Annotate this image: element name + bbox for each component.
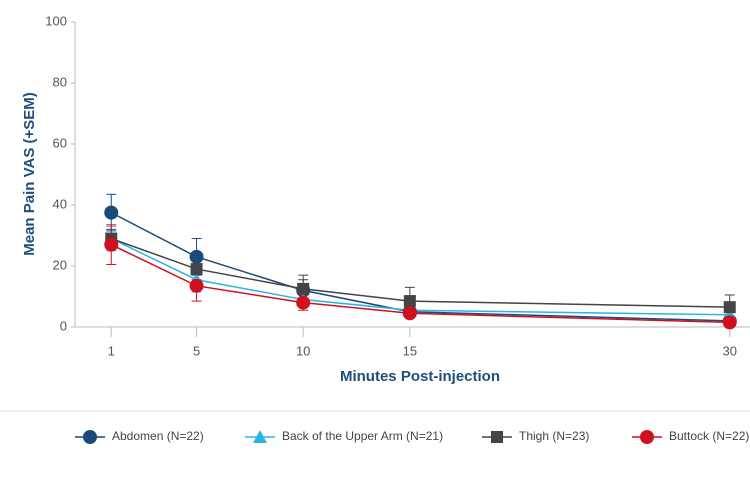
marker	[189, 249, 204, 264]
legend-text: Abdomen (N=22)	[112, 429, 204, 443]
marker	[722, 315, 737, 330]
marker	[296, 295, 311, 310]
x-tick-label: 5	[193, 343, 200, 358]
legend-text: Thigh (N=23)	[519, 429, 589, 443]
y-tick-label: 20	[53, 257, 67, 272]
x-tick-label: 15	[403, 343, 417, 358]
x-tick-label: 30	[723, 343, 737, 358]
x-tick-label: 1	[108, 343, 115, 358]
y-tick-label: 100	[45, 13, 67, 28]
marker	[402, 306, 417, 321]
series-line	[111, 237, 730, 308]
legend-text: Buttock (N=22)	[669, 429, 749, 443]
y-tick-label: 80	[53, 74, 67, 89]
marker	[104, 237, 119, 252]
marker	[190, 263, 203, 276]
marker	[189, 278, 204, 293]
marker	[83, 430, 97, 444]
y-tick-label: 0	[60, 318, 67, 333]
marker	[723, 301, 736, 314]
legend-text: Back of the Upper Arm (N=21)	[282, 429, 443, 443]
y-tick-label: 40	[53, 196, 67, 211]
marker	[104, 205, 119, 220]
marker	[253, 430, 267, 443]
marker	[640, 430, 654, 444]
x-tick-label: 10	[296, 343, 310, 358]
marker	[297, 282, 310, 295]
series-line	[110, 237, 730, 316]
y-tick-label: 60	[53, 135, 67, 150]
x-axis-title: Minutes Post-injection	[340, 368, 500, 385]
marker	[403, 295, 416, 308]
y-axis-title: Mean Pain VAS (+SEM)	[21, 92, 38, 256]
marker	[491, 431, 503, 443]
